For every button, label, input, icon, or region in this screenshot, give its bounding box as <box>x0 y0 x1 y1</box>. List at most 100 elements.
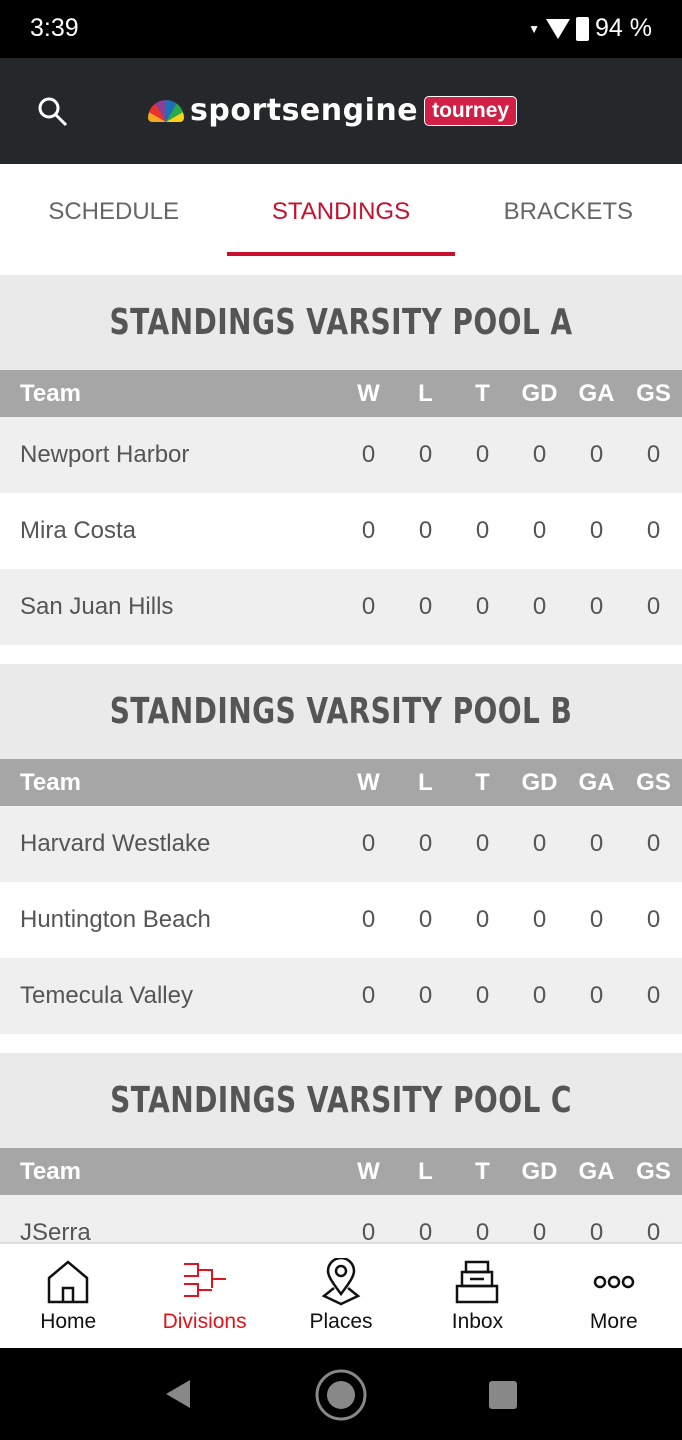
nav-inbox[interactable]: Inbox <box>409 1244 545 1348</box>
stat-value: 0 <box>418 1219 433 1242</box>
column-header: W <box>357 379 380 407</box>
stat-value: 0 <box>589 593 604 620</box>
column-header: GA <box>578 379 615 407</box>
stat-value: 0 <box>361 830 376 857</box>
battery-level: 94 % <box>595 14 652 42</box>
stat-value: 0 <box>589 441 604 468</box>
stat-value: 0 <box>589 1219 604 1242</box>
stat-value: 0 <box>361 1219 376 1242</box>
app-header: sportsengine tourney <box>0 58 682 164</box>
stat-value: 0 <box>532 441 547 468</box>
table-row[interactable]: Huntington Beach 0 0 0 0 0 0 <box>0 882 682 958</box>
stat-value: 0 <box>646 906 661 933</box>
bottom-nav: Home Divisions Places Inbox More <box>0 1242 682 1348</box>
stat-value: 0 <box>589 906 604 933</box>
column-header: GA <box>578 768 615 796</box>
stat-value: 0 <box>532 517 547 544</box>
more-icon <box>593 1275 635 1289</box>
stat-value: 0 <box>418 982 433 1009</box>
column-header: T <box>475 768 490 796</box>
stat-value: 0 <box>532 1219 547 1242</box>
stat-value: 0 <box>361 441 376 468</box>
brand-badge: tourney <box>424 95 518 126</box>
nav-label: Divisions <box>162 1310 247 1333</box>
pool-title: STANDINGS VARSITY POOL C <box>75 1053 607 1148</box>
table-row[interactable]: Mira Costa 0 0 0 0 0 0 <box>0 493 682 569</box>
column-header: W <box>357 1157 380 1185</box>
stat-value: 0 <box>646 517 661 544</box>
brand-name: sportsengine <box>190 93 419 128</box>
stat-value: 0 <box>475 982 490 1009</box>
nav-places[interactable]: Places <box>273 1244 409 1348</box>
stat-value: 0 <box>646 593 661 620</box>
table-row[interactable]: JSerra 0 0 0 0 0 0 <box>0 1195 682 1242</box>
column-header: Team <box>20 1157 81 1185</box>
stat-value: 0 <box>475 517 490 544</box>
clock: 3:39 <box>30 14 79 42</box>
stat-value: 0 <box>361 593 376 620</box>
signal-icon: ▼ <box>528 21 541 36</box>
column-header: GS <box>636 379 671 407</box>
nav-label: More <box>589 1310 638 1333</box>
team-name: Huntington Beach <box>20 906 211 933</box>
table-row[interactable]: Newport Harbor 0 0 0 0 0 0 <box>0 417 682 493</box>
tab-standings[interactable]: STANDINGS <box>227 164 455 256</box>
column-header: GS <box>636 1157 671 1185</box>
stat-value: 0 <box>361 982 376 1009</box>
recents-icon[interactable] <box>488 1380 518 1410</box>
pool-title: STANDINGS VARSITY POOL A <box>75 275 607 370</box>
table-row[interactable]: San Juan Hills 0 0 0 0 0 0 <box>0 569 682 645</box>
home-button-icon[interactable] <box>314 1368 368 1422</box>
team-name: San Juan Hills <box>20 593 174 620</box>
team-name: Harvard Westlake <box>20 830 211 857</box>
peacock-icon <box>148 99 184 122</box>
team-name: Mira Costa <box>20 517 137 544</box>
table-row[interactable]: Harvard Westlake 0 0 0 0 0 0 <box>0 806 682 882</box>
tab-brackets[interactable]: BRACKETS <box>503 198 633 225</box>
column-header: L <box>418 1157 433 1185</box>
table-header: Team W L T GD GA GS <box>0 1148 682 1195</box>
stat-value: 0 <box>532 906 547 933</box>
column-header: GD <box>521 1157 558 1185</box>
table-header: Team W L T GD GA GS <box>0 370 682 417</box>
stat-value: 0 <box>475 441 490 468</box>
wifi-icon <box>546 18 571 39</box>
column-header: GD <box>521 379 558 407</box>
stat-value: 0 <box>475 830 490 857</box>
table-header: Team W L T GD GA GS <box>0 759 682 806</box>
map-pin-icon <box>321 1258 361 1306</box>
stat-value: 0 <box>418 517 433 544</box>
nav-home[interactable]: Home <box>0 1244 136 1348</box>
stat-value: 0 <box>361 517 376 544</box>
nav-divisions[interactable]: Divisions <box>136 1244 272 1348</box>
stat-value: 0 <box>646 1219 661 1242</box>
logo: sportsengine tourney <box>148 93 518 128</box>
stat-value: 0 <box>418 441 433 468</box>
column-header: Team <box>20 768 81 796</box>
column-header: W <box>357 768 380 796</box>
stat-value: 0 <box>475 1219 490 1242</box>
stat-value: 0 <box>646 441 661 468</box>
column-header: Team <box>20 379 81 407</box>
nav-label: Places <box>309 1310 373 1333</box>
table-row[interactable]: Temecula Valley 0 0 0 0 0 0 <box>0 958 682 1034</box>
column-header: T <box>475 379 490 407</box>
search-icon[interactable] <box>36 95 68 127</box>
stat-value: 0 <box>475 593 490 620</box>
standings-list[interactable]: STANDINGS VARSITY POOL A Team W L T GD GA GS Ne… <box>0 256 682 1242</box>
pool-title: STANDINGS VARSITY POOL B <box>75 664 607 759</box>
column-header: T <box>475 1157 490 1185</box>
column-header: GA <box>578 1157 615 1185</box>
stat-value: 0 <box>418 593 433 620</box>
home-icon <box>47 1260 89 1304</box>
column-header: L <box>418 768 433 796</box>
stat-value: 0 <box>589 830 604 857</box>
tab-schedule[interactable]: SCHEDULE <box>48 198 180 225</box>
battery-icon <box>576 16 590 41</box>
team-name: Newport Harbor <box>20 441 190 468</box>
nav-more[interactable]: More <box>546 1244 682 1348</box>
stat-value: 0 <box>361 906 376 933</box>
back-icon[interactable] <box>162 1378 192 1410</box>
stat-value: 0 <box>418 906 433 933</box>
status-bar: 3:39 ▼ 94 % <box>0 0 682 58</box>
